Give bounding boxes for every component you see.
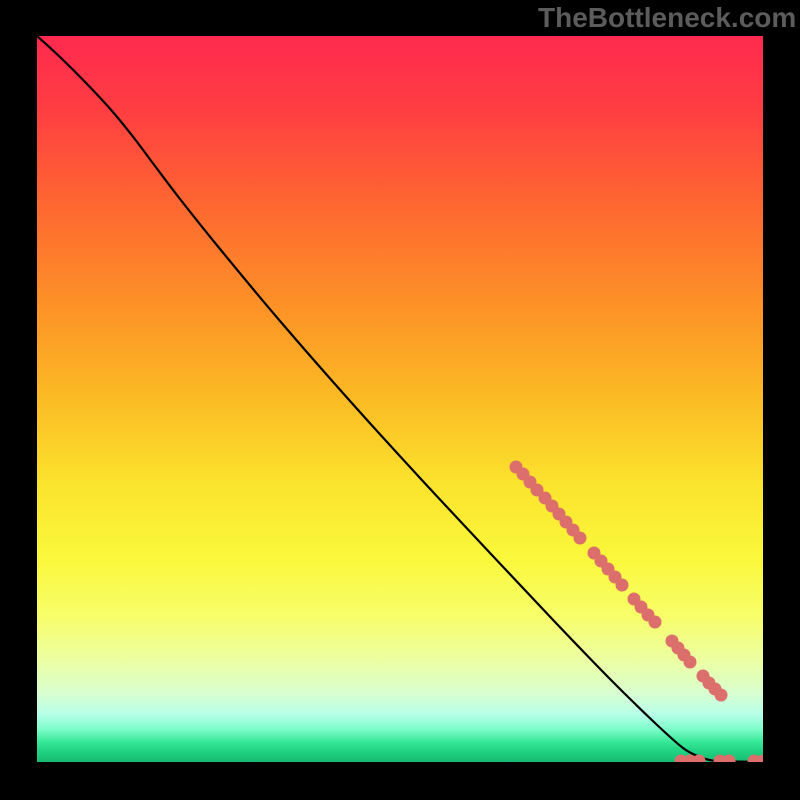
curve-marker <box>723 755 736 768</box>
curve-marker <box>715 689 728 702</box>
curve-marker <box>616 579 629 592</box>
curve-marker <box>574 532 587 545</box>
bottleneck-curve-chart <box>0 0 800 800</box>
plot-background <box>37 36 763 762</box>
curve-marker <box>693 755 706 768</box>
curve-marker <box>757 755 770 768</box>
curve-marker <box>684 656 697 669</box>
watermark-text: TheBottleneck.com <box>538 2 796 34</box>
curve-marker <box>649 616 662 629</box>
chart-frame <box>0 0 800 800</box>
